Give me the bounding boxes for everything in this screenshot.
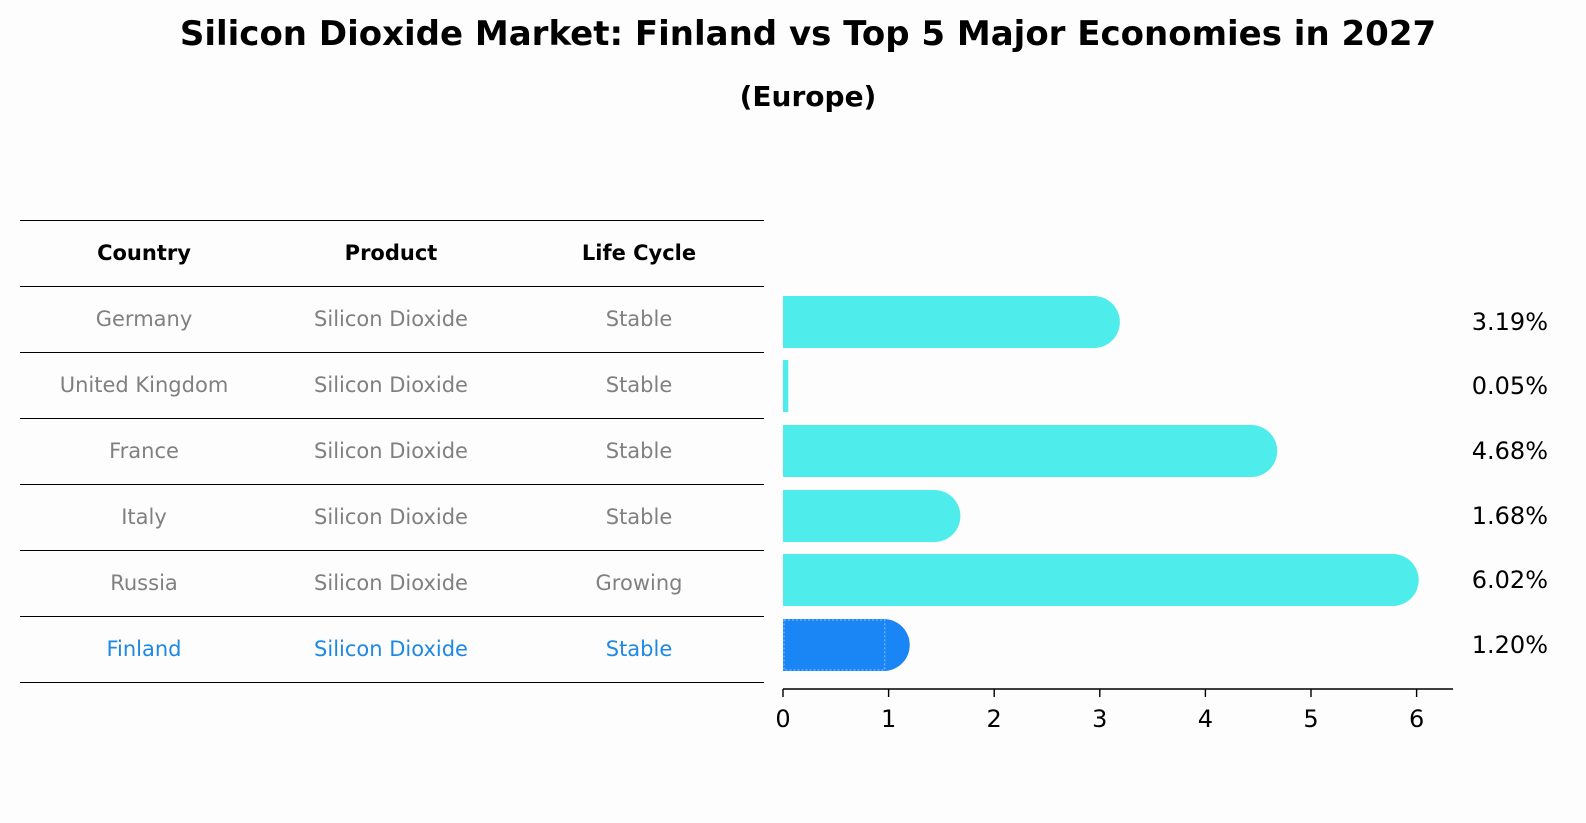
bar-value-label: 4.68% (1472, 437, 1548, 465)
chart-subtitle: (Europe) (739, 80, 877, 113)
table-rule (20, 286, 764, 287)
bar (783, 554, 1419, 606)
cell-country: Finland (106, 637, 182, 661)
bar-value-label: 1.20% (1472, 631, 1548, 659)
cell-life-cycle: Stable (605, 637, 673, 661)
bar (783, 360, 789, 412)
table-rule (20, 484, 764, 485)
table-header-country: Country (97, 241, 191, 265)
cell-life-cycle: Stable (605, 439, 673, 463)
x-tick-label: 4 (1198, 705, 1213, 733)
table-header-product: Product (344, 241, 438, 265)
cell-product: Silicon Dioxide (314, 571, 468, 595)
cell-country: United Kingdom (59, 373, 229, 397)
table-rule (20, 550, 764, 551)
bar-value-label: 1.68% (1472, 502, 1548, 530)
cell-life-cycle: Stable (605, 373, 673, 397)
cell-product: Silicon Dioxide (314, 505, 468, 529)
x-tick-label: 6 (1409, 705, 1424, 733)
cell-country: Russia (110, 571, 178, 595)
x-tick-label: 2 (987, 705, 1002, 733)
cell-life-cycle: Stable (605, 505, 673, 529)
table-rule (20, 418, 764, 419)
cell-country: Italy (121, 505, 167, 529)
bar-value-label: 6.02% (1472, 566, 1548, 594)
x-tick-label: 3 (1092, 705, 1107, 733)
table-header-life-cycle: Life Cycle (581, 241, 697, 265)
cell-product: Silicon Dioxide (314, 439, 468, 463)
table-rule (20, 682, 764, 683)
cell-life-cycle: Stable (605, 307, 673, 331)
bar (783, 490, 961, 542)
bar-highlight (783, 619, 910, 671)
cell-country: France (109, 439, 179, 463)
cell-product: Silicon Dioxide (314, 307, 468, 331)
x-tick-label: 1 (881, 705, 896, 733)
table-rule (20, 220, 764, 221)
cell-product: Silicon Dioxide (314, 373, 468, 397)
cell-country: Germany (95, 307, 193, 331)
bar-value-label: 3.19% (1472, 308, 1548, 336)
bar (783, 425, 1278, 477)
bar (783, 296, 1120, 348)
table-rule (20, 616, 764, 617)
table-rule (20, 352, 764, 353)
cell-life-cycle: Growing (595, 571, 683, 595)
bar-value-label: 0.05% (1472, 372, 1548, 400)
cell-product: Silicon Dioxide (314, 637, 468, 661)
x-tick-label: 0 (775, 705, 790, 733)
chart-title: Silicon Dioxide Market: Finland vs Top 5… (179, 14, 1437, 54)
bar-highlight-hatch (783, 619, 886, 671)
x-tick-label: 5 (1303, 705, 1318, 733)
